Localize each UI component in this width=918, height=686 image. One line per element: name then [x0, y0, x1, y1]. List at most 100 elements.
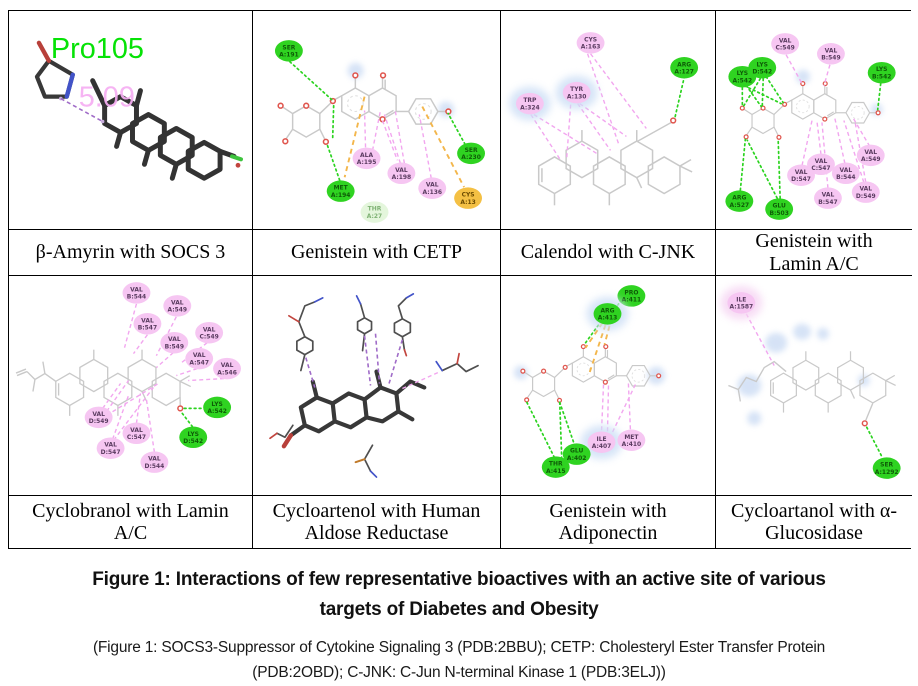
- svg-text:A:407: A:407: [592, 443, 612, 450]
- svg-text:C:547: C:547: [127, 434, 146, 441]
- svg-text:VAL: VAL: [168, 336, 181, 343]
- svg-text:D:542: D:542: [183, 438, 203, 445]
- interaction-bond-purple: [365, 336, 371, 386]
- svg-text:VAL: VAL: [822, 192, 835, 199]
- caption-text: Cyclobranol with Lamin A/C: [21, 500, 240, 545]
- svg-text:B:549: B:549: [821, 55, 840, 62]
- svg-text:LYS: LYS: [756, 61, 768, 68]
- panel-cycloartenol-aldose-reductase: [253, 276, 501, 496]
- interaction-bond-green: [762, 79, 763, 107]
- svg-text:D:544: D:544: [144, 463, 164, 470]
- panel-svg-genistein-adiponectin: PROA:411ARGA:413ILEA:407META:410GLUA:402…: [501, 276, 715, 495]
- residue-sticks: [270, 294, 478, 477]
- bond-layer: [306, 334, 440, 389]
- svg-text:A:194: A:194: [331, 192, 351, 199]
- svg-text:VAL: VAL: [815, 158, 828, 165]
- interaction-bond-pink: [608, 386, 609, 432]
- svg-text:A:27: A:27: [367, 213, 382, 220]
- interaction-bond-pink: [133, 335, 147, 354]
- oxygen-atom: [236, 163, 241, 168]
- caption-text: β-Amyrin with SOCS 3: [36, 241, 226, 263]
- panel-beta-amyrin-socs3: Pro105 5.09: [9, 11, 253, 230]
- panel-caption-cycloartenol-aldose: Cycloartenol with Human Aldose Reductase: [253, 496, 501, 548]
- svg-text:TRP: TRP: [523, 97, 537, 104]
- bond-layer: [290, 62, 465, 187]
- svg-text:A:411: A:411: [622, 297, 642, 304]
- svg-text:GLU: GLU: [772, 203, 785, 210]
- svg-text:A:549: A:549: [167, 307, 187, 314]
- interaction-bond-green: [527, 402, 555, 458]
- svg-text:TYR: TYR: [570, 86, 583, 93]
- interaction-bond-green: [747, 140, 777, 198]
- panel-caption-genistein-adiponectin: Genistein with Adiponectin: [501, 496, 716, 548]
- interaction-bond-green: [740, 139, 745, 190]
- interaction-bond-green: [182, 413, 192, 426]
- svg-text:A:127: A:127: [674, 69, 694, 76]
- svg-text:C:549: C:549: [200, 334, 219, 341]
- interaction-bond-pink: [365, 111, 366, 148]
- interaction-bond-pink: [578, 104, 611, 151]
- svg-text:D:549: D:549: [89, 418, 109, 425]
- svg-text:A:195: A:195: [357, 159, 377, 166]
- svg-text:D:542: D:542: [752, 69, 772, 76]
- svg-text:B:542: B:542: [872, 73, 891, 80]
- svg-text:C:549: C:549: [776, 45, 795, 52]
- svg-text:B:544: B:544: [127, 294, 146, 301]
- svg-text:VAL: VAL: [840, 167, 853, 174]
- svg-text:VAL: VAL: [395, 167, 408, 174]
- svg-text:A:191: A:191: [279, 52, 299, 59]
- svg-text:LYS: LYS: [211, 401, 223, 408]
- svg-text:ILE: ILE: [736, 296, 746, 303]
- molecule-cyclobranol: [16, 350, 191, 416]
- svg-text:ARG: ARG: [600, 307, 614, 314]
- svg-text:A:415: A:415: [546, 468, 566, 475]
- panel-caption-cycloartanol-glucosidase: Cycloartanol with α-Glucosidase: [716, 496, 912, 548]
- svg-text:B:549: B:549: [165, 343, 184, 350]
- svg-text:VAL: VAL: [130, 427, 143, 434]
- caption-text: Calendol with C-JNK: [521, 241, 695, 263]
- panel-caption-beta-amyrin-socs3: β-Amyrin with SOCS 3: [9, 230, 253, 276]
- panel-caption-calendol-cjnk: Calendol with C-JNK: [501, 230, 716, 276]
- interaction-bond-pink: [146, 399, 154, 452]
- interaction-bond-pink: [176, 369, 197, 376]
- molecule-cycloartanol: [728, 324, 895, 426]
- interaction-bond-pink: [612, 385, 635, 433]
- svg-text:A:1587: A:1587: [729, 304, 753, 311]
- bond-layer: [531, 54, 684, 161]
- svg-text:ARG: ARG: [677, 61, 691, 68]
- interaction-bond-green: [448, 114, 465, 145]
- interaction-bond-pink: [531, 115, 561, 161]
- svg-text:B:547: B:547: [818, 199, 837, 206]
- interaction-bond-pink: [853, 118, 870, 147]
- interaction-bond-green: [675, 78, 684, 117]
- panel-caption-cyclobranol-lamin: Cyclobranol with Lamin A/C: [9, 496, 253, 548]
- svg-text:A:136: A:136: [422, 189, 442, 196]
- svg-text:D:547: D:547: [101, 449, 121, 456]
- svg-text:A:198: A:198: [392, 174, 412, 181]
- svg-text:VAL: VAL: [825, 47, 838, 54]
